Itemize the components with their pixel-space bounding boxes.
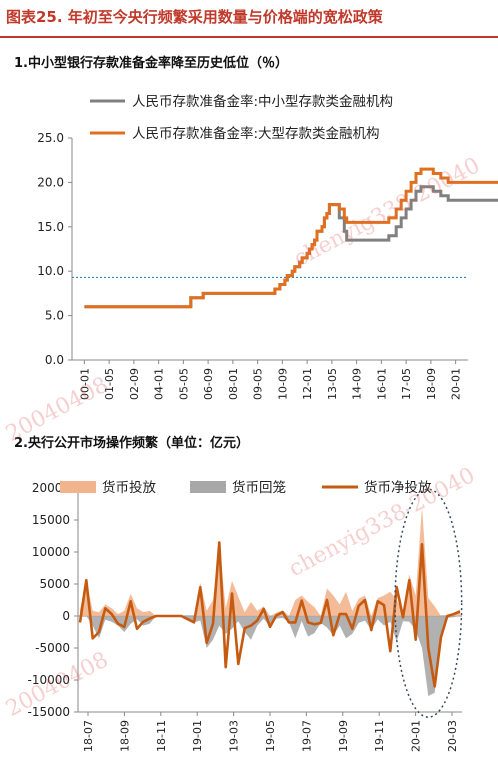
legend-label-1: 人民币存款准备金率:中小型存款类金融机构 xyxy=(132,93,393,110)
series-line-2 xyxy=(84,167,498,309)
y-tick-label: -15000 xyxy=(27,705,70,719)
x-tick-label: 20-03 xyxy=(446,720,459,752)
x-tick-label: 18-09 xyxy=(425,368,438,400)
y-tick-label: 15.0 xyxy=(37,220,64,234)
net-injection-line xyxy=(78,541,461,688)
x-tick-label: 14-09 xyxy=(351,368,364,400)
x-tick-label: 18-09 xyxy=(118,720,131,752)
x-tick-label: 18-07 xyxy=(82,720,95,752)
x-tick-label: 06-09 xyxy=(202,368,215,400)
x-tick-label: 13-05 xyxy=(326,368,339,400)
x-tick-label: 19-11 xyxy=(373,720,386,752)
legend-swatch-1 xyxy=(60,481,96,493)
x-tick-label: 08-01 xyxy=(227,368,240,400)
legend-label-2: 货币回笼 xyxy=(232,479,286,496)
x-tick-label: 00-01 xyxy=(78,368,91,400)
x-tick-label: 12-01 xyxy=(301,368,314,400)
x-tick-label: 16-01 xyxy=(375,368,388,400)
y-tick-label: 20.0 xyxy=(37,175,64,189)
rrr-line-chart: 0.0 5.0 10.0 15.0 20.0 25.0 00-01 01-05 02-09 04-… xyxy=(37,93,498,400)
x-tick-label: 17-05 xyxy=(400,368,413,400)
x-tick-label: 19-09 xyxy=(337,720,350,752)
y-tick-label: 15000 xyxy=(32,513,70,527)
y-tick-label: -5000 xyxy=(35,641,70,655)
figure-title: 图表25. 年初至今央行频繁采用数量与价格端的宽松政策 xyxy=(6,8,383,26)
series-line-1 xyxy=(84,185,498,309)
y-tick-label: 0.0 xyxy=(45,353,64,367)
legend-label-1: 货币投放 xyxy=(102,479,156,496)
chart1-subtitle: 1.中小型银行存款准备金率降至历史低位（％） xyxy=(14,56,288,71)
title-rule xyxy=(0,36,498,38)
legend-label-2: 人民币存款准备金率:大型存款类金融机构 xyxy=(132,125,380,142)
legend-label-3: 货币净投放 xyxy=(364,479,432,496)
y-tick-label: 10.0 xyxy=(37,264,64,278)
x-tick-label: 19-03 xyxy=(228,720,241,752)
x-tick-label: 19-05 xyxy=(264,720,277,752)
x-tick-label: 20-01 xyxy=(450,368,463,400)
x-tick-label: 01-05 xyxy=(103,368,116,400)
x-tick-label: 10-09 xyxy=(276,368,289,400)
x-tick-label: 09-05 xyxy=(252,368,265,400)
x-tick-label: 20-01 xyxy=(410,720,423,752)
x-tick-label: 02-09 xyxy=(128,368,141,400)
y-tick-label: 5000 xyxy=(39,577,70,591)
x-tick-label: 19-07 xyxy=(300,720,313,752)
omo-area-chart: 20000150001000050000-5000-10000-1500018-… xyxy=(27,479,463,752)
y-tick-label: 10000 xyxy=(32,545,70,559)
y-tick-label: -10000 xyxy=(27,673,70,687)
y-tick-label: 5.0 xyxy=(45,309,64,323)
x-tick-label: 04-01 xyxy=(153,368,166,400)
legend-swatch-2 xyxy=(190,481,226,493)
y-tick-label: 25.0 xyxy=(37,131,64,145)
chart2-subtitle: 2.央行公开市场操作频繁（单位：亿元） xyxy=(14,436,249,451)
x-tick-label: 19-01 xyxy=(191,720,204,752)
x-tick-label: 18-11 xyxy=(155,720,168,752)
injection-area xyxy=(80,507,460,616)
x-tick-label: 05-05 xyxy=(177,368,190,400)
y-tick-label: 0 xyxy=(62,609,70,623)
